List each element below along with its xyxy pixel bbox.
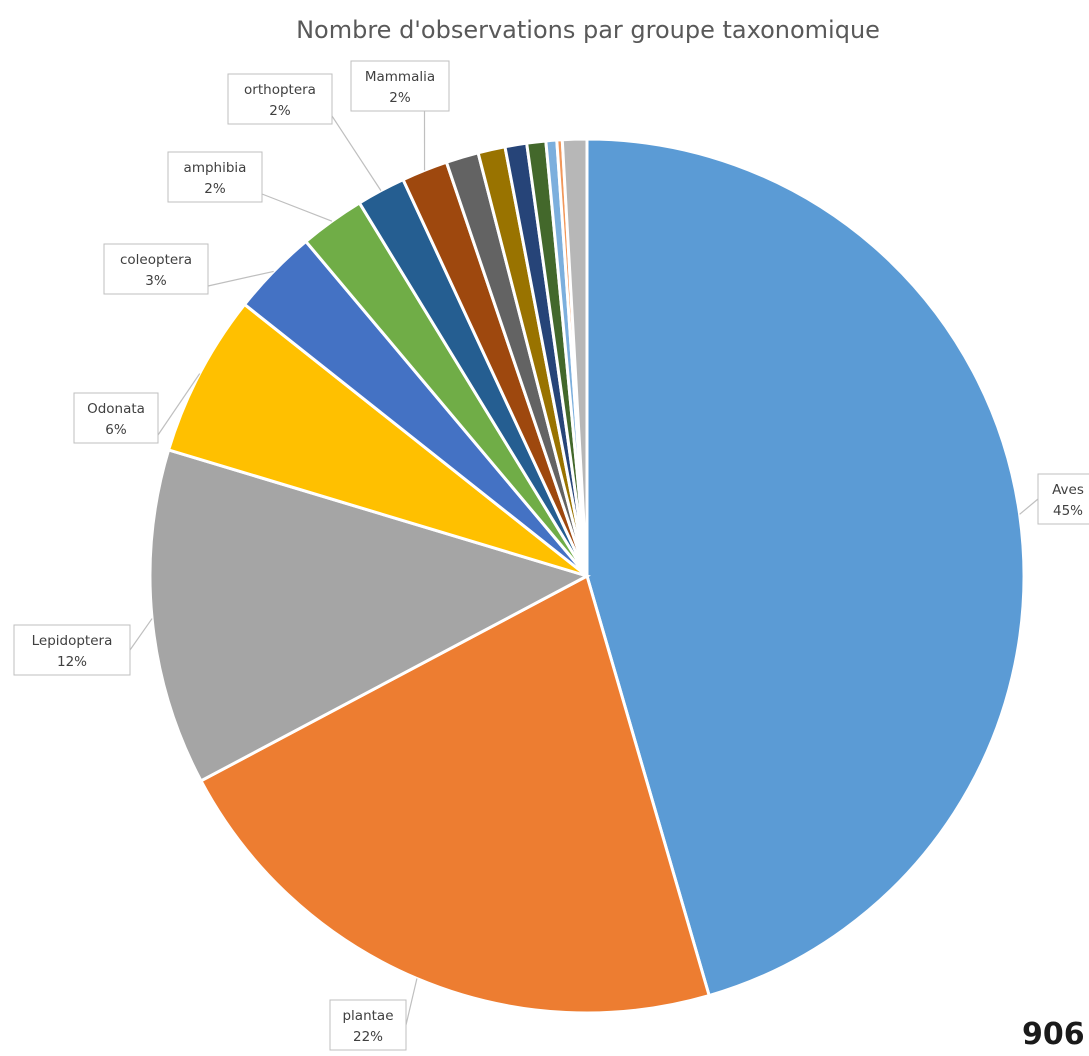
data-label-percent: 2% <box>389 90 411 106</box>
data-label-odonata: Odonata 6% <box>73 392 159 444</box>
data-label-percent: 6% <box>105 422 127 438</box>
data-label-percent: 22% <box>353 1029 383 1045</box>
data-label-box <box>103 243 209 295</box>
pie-slices <box>148 137 1026 1015</box>
data-label-box <box>329 999 407 1051</box>
data-label-box <box>167 151 263 203</box>
data-label-name: coleoptera <box>120 252 192 268</box>
data-label-aves: Aves 45% <box>1037 473 1089 525</box>
data-label-name: amphibia <box>184 160 247 176</box>
leader-line-amphibia <box>261 193 333 222</box>
pie-slice-plantae <box>198 573 712 1015</box>
data-label-name: plantae <box>342 1008 393 1024</box>
data-label-name: Odonata <box>87 401 145 417</box>
chart-title: Nombre d'observations par groupe taxonom… <box>296 16 880 44</box>
data-label-name: Mammalia <box>365 69 435 85</box>
slice-labels: Aves 45% plantae 22% Lepidoptera 12% Odonata 6%… <box>13 60 1089 1051</box>
data-label-plantae: plantae 22% <box>329 999 407 1051</box>
data-label-percent: 12% <box>57 654 87 670</box>
data-label-box <box>73 392 159 444</box>
data-label-percent: 2% <box>269 103 291 119</box>
data-label-lepidoptera: Lepidoptera 12% <box>13 624 131 676</box>
leader-line-plantae <box>405 978 418 1026</box>
pie-slice-odonata <box>166 302 588 578</box>
data-label-box <box>350 60 450 112</box>
data-label-name: orthoptera <box>244 82 316 98</box>
data-label-orthoptera: orthoptera 2% <box>227 73 333 125</box>
leader-line-aves <box>1019 498 1039 515</box>
pie-slice-lepidoptera <box>148 448 591 783</box>
data-label-name: Lepidoptera <box>32 633 113 649</box>
data-label-percent: 2% <box>204 181 226 197</box>
pie-slice-aves <box>585 137 1026 998</box>
data-label-coleoptera: coleoptera 3% <box>103 243 209 295</box>
leader-line-odonata <box>157 373 201 436</box>
data-label-name: Aves <box>1052 482 1084 498</box>
leader-line-lepidoptera <box>129 618 153 651</box>
data-label-percent: 45% <box>1053 503 1083 519</box>
data-label-box <box>227 73 333 125</box>
data-label-box <box>1037 473 1089 525</box>
total-observations: 906 <box>1022 1017 1085 1052</box>
data-label-box <box>13 624 131 676</box>
data-label-mammalia: Mammalia 2% <box>350 60 450 112</box>
pie-slice-other-14 <box>560 137 589 577</box>
data-label-amphibia: amphibia 2% <box>167 151 263 203</box>
leader-line-orthoptera <box>331 115 382 191</box>
leader-line-coleoptera <box>207 270 274 287</box>
data-label-percent: 3% <box>145 273 167 289</box>
